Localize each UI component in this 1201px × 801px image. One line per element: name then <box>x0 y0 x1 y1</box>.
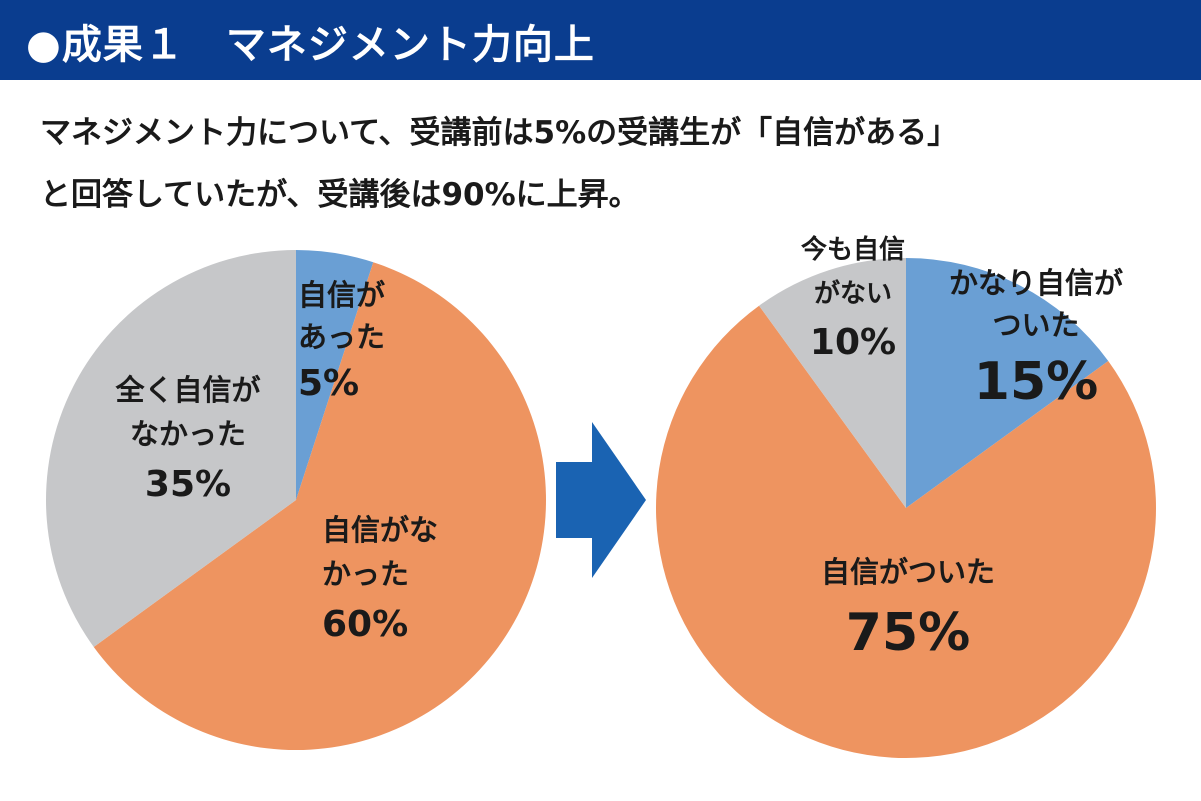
summary-text: マネジメント力について、受講前は5%の受講生が「自信がある」 と回答していたが、… <box>40 102 1170 226</box>
slice-category-label: 全く自信が <box>114 373 260 407</box>
pie-slice <box>46 250 296 647</box>
slice-value-label: 15% <box>974 352 1098 412</box>
slice-category-label: 自信が <box>298 278 385 312</box>
page-title: ●成果１ マネジメント力向上 <box>26 22 595 68</box>
slice-category-label: かった <box>322 557 409 591</box>
slice-value-label: 75% <box>846 603 970 663</box>
pie-slice <box>93 262 546 750</box>
right-arrow-icon <box>556 422 646 578</box>
pie-slice <box>759 258 906 508</box>
pie-slice <box>296 250 374 500</box>
slice-value-label: 35% <box>145 464 231 505</box>
pie-slice <box>656 305 1157 759</box>
slice-value-label: 60% <box>322 604 408 645</box>
slice-category-label: なかった <box>130 417 246 451</box>
slice-category-label: がない <box>814 278 892 309</box>
slice-value-label: 10% <box>810 322 896 363</box>
slice-category-label: 自信がな <box>322 513 438 547</box>
pie-slice <box>906 258 1109 508</box>
slice-category-label: かなり自信が <box>949 266 1123 300</box>
summary-line-2: と回答していたが、受講後は90%に上昇。 <box>40 177 640 213</box>
slice-value-label: 5% <box>298 363 359 404</box>
slice-category-label: 自信がついた <box>821 555 995 589</box>
slice-category-label: ついた <box>992 308 1079 342</box>
slice-category-label: あった <box>298 320 385 354</box>
title-banner: ●成果１ マネジメント力向上 <box>0 0 1201 80</box>
summary-line-1: マネジメント力について、受講前は5%の受講生が「自信がある」 <box>40 115 959 151</box>
slice-category-label: 今も自信 <box>801 234 905 265</box>
